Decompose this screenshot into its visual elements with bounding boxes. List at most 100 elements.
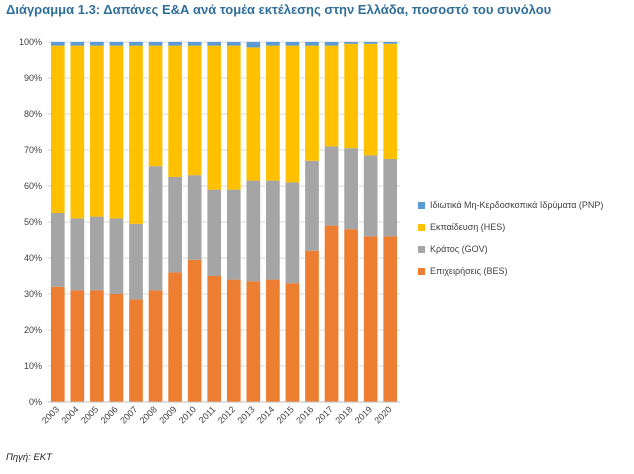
bar-segment — [305, 42, 319, 46]
bar-segment — [266, 180, 280, 280]
bar-segment — [187, 45, 202, 176]
bar-segment — [168, 42, 182, 46]
bar-segment — [285, 182, 300, 284]
y-tick-label: 70% — [24, 145, 42, 155]
bar-segment — [383, 236, 398, 402]
bar-segment — [285, 42, 300, 46]
bar-segment — [109, 294, 124, 402]
bar-segment — [70, 218, 85, 291]
legend-swatch — [418, 223, 425, 231]
bar-segment — [246, 42, 261, 48]
legend-label: Εκπαίδευση (HES) — [430, 222, 506, 232]
bar-segment — [70, 42, 85, 46]
x-tick-label: 2008 — [138, 404, 159, 425]
bar-segment — [187, 175, 202, 260]
bar-segment — [344, 148, 358, 230]
bar-segment — [129, 42, 143, 46]
legend-swatch — [418, 245, 425, 253]
x-tick-label: 2015 — [275, 404, 296, 425]
bar-segment — [70, 45, 85, 219]
x-tick-label: 2018 — [333, 404, 354, 425]
bar-segment — [226, 279, 241, 402]
x-tick-label: 2004 — [60, 404, 81, 425]
x-tick-label: 2016 — [294, 404, 315, 425]
bar-segment — [363, 155, 378, 237]
bar-segment — [246, 47, 261, 181]
y-tick-label: 50% — [24, 217, 42, 227]
bar-segment — [246, 281, 261, 402]
bar-segment — [285, 45, 300, 183]
bar-segment — [129, 223, 143, 300]
bar-segment — [266, 45, 280, 181]
bar-segment — [285, 283, 300, 402]
y-tick-label: 60% — [24, 181, 42, 191]
bar-segment — [168, 177, 182, 273]
bar-segment — [109, 42, 124, 46]
bar-segment — [50, 286, 65, 402]
x-tick-label: 2013 — [236, 404, 257, 425]
x-tick-label: 2006 — [99, 404, 120, 425]
bar-segment — [324, 42, 339, 46]
bar-segment — [305, 250, 319, 402]
bar-segment — [148, 290, 163, 402]
legend-label: Κράτος (GOV) — [430, 244, 488, 254]
x-tick-label: 2019 — [353, 404, 374, 425]
x-tick-label: 2007 — [118, 404, 139, 425]
y-tick-label: 30% — [24, 289, 42, 299]
bars — [50, 42, 398, 402]
x-tick-label: 2009 — [157, 404, 178, 425]
x-tick-label: 2017 — [314, 404, 335, 425]
bar-segment — [50, 45, 65, 213]
bar-segment — [50, 42, 65, 46]
chart-title: Διάγραμμα 1.3: Δαπάνες Ε&Α ανά τομέα εκτ… — [6, 2, 552, 17]
bar-segment — [363, 43, 378, 156]
bar-segment — [363, 236, 378, 402]
bar-segment — [129, 299, 143, 402]
legend: Ιδιωτικά Μη-Κερδοσκοπικά Ιδρύματα (PNP) Ε… — [418, 194, 603, 282]
x-tick-label: 2005 — [79, 404, 100, 425]
bar-segment — [207, 189, 222, 276]
y-tick-label: 100% — [19, 37, 42, 47]
bar-segment — [226, 45, 241, 190]
bar-segment — [207, 45, 222, 190]
bar-segment — [226, 42, 241, 46]
bar-segment — [324, 45, 339, 147]
x-tick-label: 2010 — [177, 404, 198, 425]
bar-segment — [266, 279, 280, 402]
x-tick-label: 2011 — [197, 404, 218, 425]
bar-segment — [383, 43, 398, 159]
y-tick-label: 0% — [29, 397, 42, 407]
legend-label: Ιδιωτικά Μη-Κερδοσκοπικά Ιδρύματα (PNP) — [430, 200, 604, 210]
bar-segment — [344, 43, 358, 149]
bar-segment — [226, 189, 241, 280]
y-tick-label: 90% — [24, 73, 42, 83]
bar-segment — [187, 42, 202, 46]
bar-segment — [109, 218, 124, 294]
x-axis-tick-labels: 2003200420052006200720082009201020112012… — [40, 404, 394, 425]
bar-segment — [383, 42, 398, 44]
bar-segment — [266, 42, 280, 46]
bar-segment — [324, 225, 339, 402]
bar-segment — [129, 45, 143, 224]
source-note: Πηγή: ΕΚΤ — [6, 452, 52, 463]
legend-item: Εκπαίδευση (HES) — [418, 216, 603, 238]
bar-segment — [90, 42, 104, 46]
bar-segment — [168, 45, 182, 177]
bar-segment — [207, 42, 222, 46]
legend-swatch — [418, 267, 425, 275]
legend-item: Ιδιωτικά Μη-Κερδοσκοπικά Ιδρύματα (PNP) — [418, 194, 603, 216]
bar-segment — [70, 290, 85, 402]
y-tick-label: 10% — [24, 361, 42, 371]
bar-segment — [344, 229, 358, 402]
bar-segment — [344, 42, 358, 44]
y-tick-label: 80% — [24, 109, 42, 119]
bar-segment — [90, 290, 104, 402]
bar-segment — [90, 216, 104, 291]
bar-segment — [324, 146, 339, 226]
bar-segment — [90, 45, 104, 217]
bar-segment — [383, 159, 398, 237]
bar-segment — [305, 160, 319, 251]
y-tick-label: 20% — [24, 325, 42, 335]
bar-segment — [246, 180, 261, 282]
